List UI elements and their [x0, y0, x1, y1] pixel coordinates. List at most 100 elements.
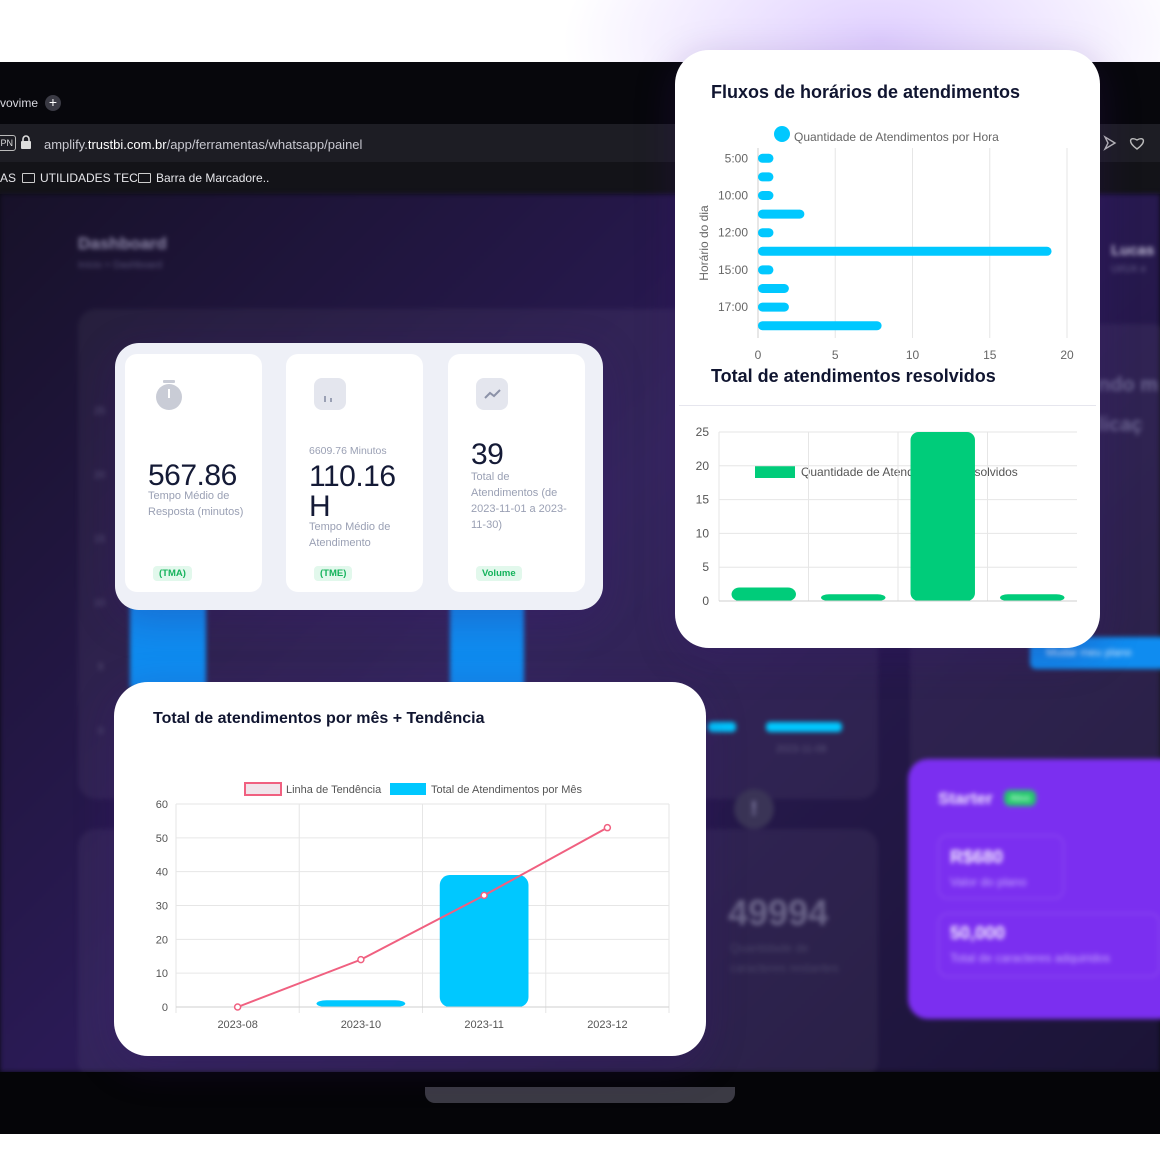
heart-icon [1129, 138, 1145, 150]
bg-axis-tick: 15 [94, 534, 106, 545]
y-tick-label: 30 [156, 901, 168, 913]
metric-tme: 6609.76 Minutos 110.16 H Tempo Médio de … [286, 354, 423, 592]
metrics-card: 567.86 Tempo Médio de Resposta (minutos)… [115, 343, 603, 610]
y-tick-label: 10 [156, 968, 168, 980]
laptop-notch [425, 1087, 735, 1103]
bar [758, 172, 774, 182]
y-tick-label: 10:00 [718, 189, 748, 203]
metric-value: 110.16 H [309, 460, 396, 523]
plan-price-caption: Valor do plano [950, 875, 1027, 889]
trend-point [480, 891, 488, 900]
bar [758, 153, 774, 163]
y-tick-label: 5:00 [725, 151, 749, 165]
legend-marker [390, 783, 426, 795]
metric-value: 567.86 [148, 459, 237, 492]
metric-minutes: 6609.76 Minutos [309, 445, 387, 457]
metric-badge: (TMA) [153, 566, 192, 581]
legend-label: Quantidade de Atendimentos por Hora [794, 130, 999, 144]
bookmark-item[interactable]: AS [0, 171, 17, 185]
bg-axis-label: 2023-11-08 [776, 744, 827, 755]
y-tick-label: 5 [702, 560, 709, 574]
chart-title: Total de atendimentos resolvidos [711, 366, 996, 386]
bookmark-label: Barra de Marcadore.. [156, 171, 270, 185]
y-tick-label: 25 [696, 425, 710, 439]
chart-title: Fluxos de horários de atendimentos [711, 82, 1021, 102]
warning-icon: ! [734, 789, 774, 829]
folder-icon [138, 173, 151, 183]
bar [758, 228, 774, 238]
legend-marker [774, 126, 790, 142]
legend-label: Linha de Tendência [286, 784, 382, 796]
x-tick-label: 20 [1060, 348, 1074, 362]
metric-caption: Total de Atendimentos (de 2023-11-01 a 2… [471, 471, 567, 531]
bg-axis-tick: 20 [94, 470, 106, 481]
plan-status-badge: Ativo [1004, 790, 1037, 806]
bg-bar [766, 722, 842, 732]
change-plan-button[interactable]: Mudar meu plano [1030, 637, 1160, 669]
hourly-flow-chart: Quantidade de Atendimentos por Hora 0 5 10 1… [697, 126, 1074, 362]
monthly-chart: Linha de Tendência Total de Atendimentos … [156, 782, 670, 1031]
bar [758, 284, 789, 293]
bar [758, 302, 789, 312]
lock-icon [21, 135, 31, 149]
y-tick-label: 20 [156, 934, 168, 946]
bar [758, 265, 774, 275]
legend-label: Quantidade de Atendimentos Resolvidos [801, 465, 1018, 479]
bar [910, 432, 975, 601]
y-tick-label: 50 [156, 833, 168, 845]
vpn-badge[interactable]: PN [0, 135, 16, 151]
x-tick-label: 2023-12 [587, 1019, 627, 1031]
legend-marker [755, 466, 795, 478]
bookmark-barra[interactable]: Barra de Marcadore.. [138, 171, 269, 185]
user-name[interactable]: Lucas [1111, 242, 1155, 259]
x-tick-label: 2023-10 [341, 1019, 381, 1031]
bar [758, 209, 805, 219]
metric-tma: 567.86 Tempo Médio de Resposta (minutos)… [125, 354, 262, 592]
x-tick-label: 2023-11 [464, 1019, 504, 1031]
resolved-chart: Quantidade de Atendimentos Resolvidos 0 5 1… [696, 425, 1077, 606]
bookmark-utilidades[interactable]: UTILIDADES TEC [22, 171, 138, 185]
bg-axis-tick: 0 [98, 726, 104, 737]
metric-caption: Tempo Médio de Resposta (minutos) [148, 490, 244, 518]
chart-title: Total de atendimentos por mês + Tendênci… [153, 710, 485, 727]
bar-chart-icon [314, 378, 346, 410]
y-axis-label: Horário do dia [697, 205, 711, 281]
send-and-heart-icons[interactable] [1100, 134, 1160, 152]
plan-price-box [938, 835, 1064, 899]
bar [758, 191, 774, 200]
page-title: Dashboard [78, 234, 167, 253]
y-tick-label: 15:00 [718, 263, 748, 277]
bar [821, 594, 886, 601]
plan-chars-caption: Total de caracteres adquiridos [950, 951, 1111, 965]
y-tick-label: 12:00 [718, 226, 748, 240]
bg-axis-tick: 10 [94, 598, 106, 609]
plan-price: R$680 [950, 847, 1004, 867]
remaining-chars-caption: Quantidade de caracteres restantes [730, 941, 839, 975]
legend-marker [244, 782, 282, 796]
y-tick-label: 0 [162, 1002, 168, 1014]
y-tick-label: 10 [696, 526, 710, 540]
x-tick-label: 2023-08 [217, 1019, 257, 1031]
metric-badge: (TME) [314, 566, 353, 581]
plan-title: Starter [938, 789, 993, 808]
folder-icon [22, 173, 35, 183]
bg-axis-tick: 5 [98, 662, 104, 673]
plan-card: Starter Ativo R$680 Valor do plano 50,00… [908, 759, 1160, 1019]
x-tick-label: 5 [832, 348, 839, 362]
y-tick-label: 17:00 [718, 300, 748, 314]
bar [731, 587, 796, 601]
browser-tab[interactable]: vovime [0, 96, 39, 110]
bg-axis-tick: 25 [94, 406, 106, 417]
metric-value: 39 [471, 438, 504, 471]
y-tick-label: 60 [156, 799, 168, 811]
metric-volume: 39 Total de Atendimentos (de 2023-11-01 … [448, 354, 585, 592]
bg-bar [708, 722, 736, 732]
new-tab-plus-icon[interactable]: + [45, 95, 61, 111]
x-tick-label: 10 [906, 348, 920, 362]
y-tick-label: 40 [156, 867, 168, 879]
send-icon [1103, 135, 1117, 151]
y-tick-label: 0 [702, 594, 709, 606]
plan-chars: 50,000 [950, 923, 1006, 943]
legend-label: Total de Atendimentos por Mês [431, 784, 583, 796]
url-text[interactable]: amplify.trustbi.com.br/app/ferramentas/w… [44, 137, 363, 152]
